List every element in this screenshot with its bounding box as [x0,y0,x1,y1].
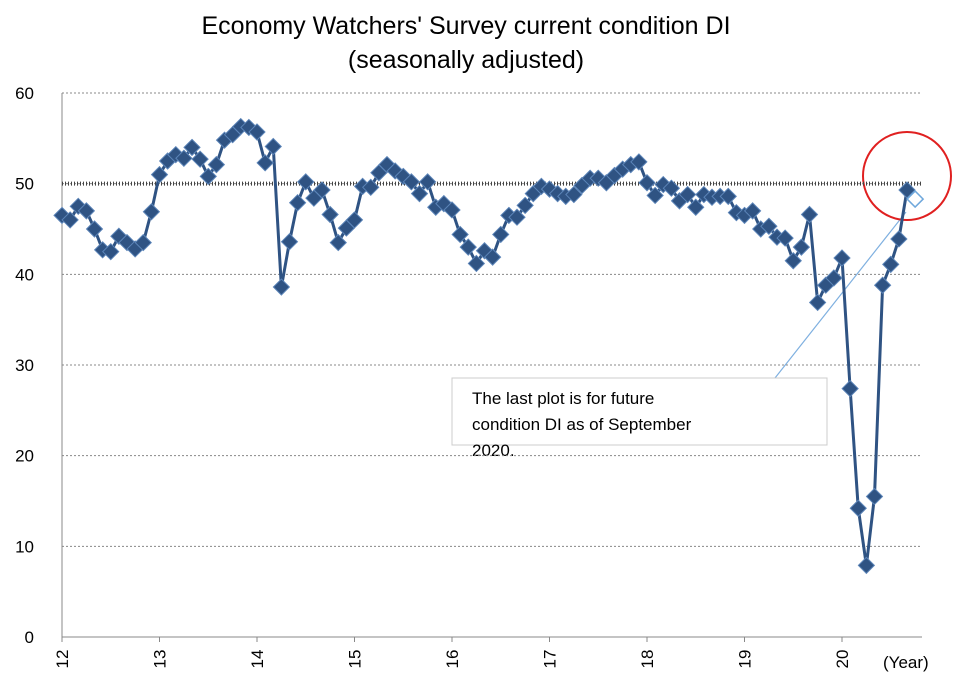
data-point [890,230,908,248]
data-point [873,276,892,294]
data-point [297,173,315,191]
data-point [280,232,299,251]
data-point [508,208,526,226]
data-point [191,150,209,168]
data-point [898,181,916,199]
annotation-line: The last plot is for future [472,389,654,408]
data-point [150,165,169,184]
data-point [418,173,437,191]
data-point [800,205,819,224]
data-point [760,217,778,235]
data-point [687,198,705,216]
chart-title: Economy Watchers' Survey current conditi… [201,12,730,40]
data-point [256,154,274,172]
highlight-circle [862,131,952,221]
data-point [102,242,120,261]
data-point [329,233,347,252]
data-point [630,153,648,171]
data-point [483,248,502,266]
annotation-box [451,377,828,446]
data-point [849,499,867,517]
data-point [906,190,925,209]
data-point [85,220,104,238]
data-point [678,185,697,204]
data-point [841,379,859,398]
data-point [662,179,681,197]
data-point [540,180,559,198]
data-point [175,149,193,167]
y-tick-label: 10 [15,537,34,556]
data-point [825,269,843,287]
annotation-line: 2020. [472,441,515,460]
data-point [776,229,794,247]
data-point [565,185,583,204]
x-tick-label: 19 [736,650,755,669]
annotation-line: condition DI as of September [472,415,692,434]
data-point [61,211,79,229]
data-point [443,201,461,219]
data-point [743,202,762,220]
data-point [792,238,811,256]
data-point [808,293,827,312]
x-tick-label: 16 [443,650,462,669]
x-tick-label: 18 [638,650,657,669]
data-point [207,155,226,174]
x-tick-label: 12 [53,650,72,669]
data-point [321,205,339,224]
y-tick-label: 60 [15,84,34,103]
data-point [77,202,96,220]
y-tick-label: 40 [15,265,34,284]
data-point [638,174,656,192]
x-tick-label: 13 [151,650,170,669]
data-point [784,252,802,270]
data-point [646,186,664,205]
data-point [199,167,217,186]
data-point [833,249,851,267]
data-point [378,155,396,174]
data-point [248,123,266,141]
data-point [459,238,477,256]
series-line [61,124,909,566]
x-tick-label: 15 [346,650,365,669]
y-tick-label: 50 [15,175,34,194]
x-tick-label: 14 [248,650,267,669]
data-point [865,487,884,506]
data-point [882,255,900,274]
data-point [492,225,510,244]
x-tick-label: 20 [833,650,852,669]
data-point [345,211,364,229]
callout-line [774,211,907,379]
y-tick-label: 20 [15,447,34,466]
data-point [451,225,469,244]
data-point [589,169,607,187]
data-point [410,184,429,203]
y-tick-label: 0 [25,628,34,647]
x-axis-label: (Year) [883,653,929,672]
data-point [402,173,421,191]
y-tick-label: 30 [15,356,34,375]
data-point [272,278,291,296]
data-point [857,556,876,575]
x-tick-label: 17 [541,650,560,669]
data-point [142,203,161,221]
data-point [313,181,331,199]
data-point [264,137,282,156]
data-point [467,254,486,273]
data-point [134,233,152,252]
chart-subtitle: (seasonally adjusted) [348,46,584,74]
data-point [719,187,737,206]
data-point [288,193,307,212]
data-point [516,196,534,215]
data-point [362,178,380,197]
data-point [183,138,201,157]
